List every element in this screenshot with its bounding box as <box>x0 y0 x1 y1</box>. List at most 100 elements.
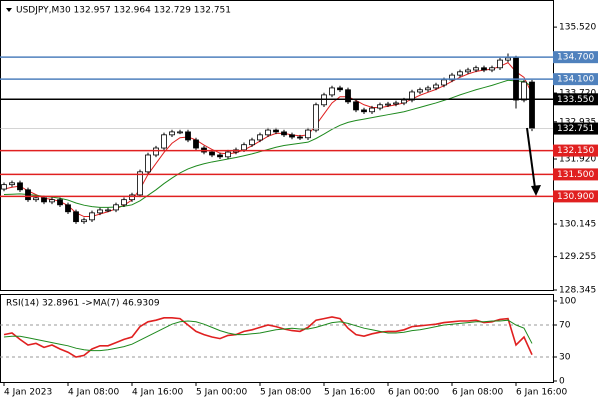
candle-body <box>33 197 39 201</box>
candle-body <box>105 209 111 212</box>
candle-body <box>9 182 15 186</box>
level-label: 131.500 <box>557 170 594 180</box>
candle-body <box>169 131 175 136</box>
rsi-header: RSI(14) 32.8961 ->MA(7) 46.9309 <box>6 299 160 309</box>
y-tick-label: 100 <box>559 297 576 307</box>
x-tick-label: 5 Jan 16:00 <box>324 388 376 398</box>
candle-body <box>217 154 223 158</box>
y-tick-label: 30 <box>559 353 571 363</box>
candle-body <box>497 59 503 69</box>
y-tick-label: 130.145 <box>559 220 596 230</box>
candle-body <box>481 67 487 71</box>
level-label-bg <box>553 51 598 64</box>
candle-body <box>209 151 215 156</box>
candle-body <box>289 134 295 138</box>
candle-body <box>489 67 495 71</box>
candle-body <box>401 99 407 104</box>
arrow-shaft <box>526 127 536 189</box>
level-label: 134.100 <box>557 75 594 85</box>
candle-body <box>473 67 479 71</box>
candle-body <box>73 211 79 223</box>
level-label-bg <box>553 73 598 86</box>
candle-body <box>377 104 383 109</box>
candle-body <box>41 197 47 203</box>
candle-body <box>89 212 95 221</box>
arrow-head <box>531 185 541 196</box>
level-label: 133.550 <box>557 95 594 105</box>
level-label: 130.900 <box>557 192 594 202</box>
candle-body <box>257 134 263 141</box>
candle-body <box>385 103 391 106</box>
candle-body <box>361 109 367 113</box>
level-label-bg <box>553 93 598 106</box>
level-label-bg <box>553 168 598 181</box>
candle-body <box>25 189 31 201</box>
x-tick-label: 5 Jan 00:00 <box>196 388 248 398</box>
level-label-bg <box>553 144 598 157</box>
candle-body <box>281 131 287 136</box>
x-tick-label: 6 Jan 00:00 <box>388 388 440 398</box>
annotation-arrow <box>526 127 541 196</box>
collapse-icon <box>6 8 12 12</box>
candle-body <box>129 194 135 201</box>
x-tick-label: 6 Jan 16:00 <box>516 388 568 398</box>
candle-body <box>65 204 71 213</box>
y-tick-label: 128.345 <box>559 286 596 296</box>
y-tick-label: 131.920 <box>559 155 596 165</box>
candle-body <box>57 199 63 206</box>
candle-body <box>145 154 151 173</box>
level-label-bg <box>553 190 598 203</box>
candle-body <box>521 81 527 101</box>
level-label: 134.700 <box>557 53 594 63</box>
candle-body <box>305 129 311 139</box>
x-tick-label: 4 Jan 08:00 <box>68 388 120 398</box>
candle-body <box>185 131 191 141</box>
candle-body <box>153 147 159 156</box>
y-tick-label: 135.520 <box>559 23 596 33</box>
candle-body <box>97 209 103 214</box>
candle-body <box>505 57 511 61</box>
rsi-line <box>3 319 533 352</box>
candle-body <box>273 129 279 133</box>
candle-body <box>137 171 143 196</box>
candle-body <box>313 104 319 131</box>
candle-body <box>353 101 359 111</box>
y-tick-label: 132.935 <box>559 117 596 127</box>
candle-body <box>265 129 271 136</box>
candle-body <box>465 69 471 73</box>
candle-body <box>17 182 23 191</box>
candle-body <box>417 89 423 93</box>
x-tick-label: 4 Jan 16:00 <box>132 388 184 398</box>
candle-body <box>425 87 431 91</box>
candle-body <box>1 184 7 190</box>
rsi-line <box>3 316 533 358</box>
candle-body <box>345 89 351 103</box>
rsi-panel <box>0 294 554 383</box>
candle-body <box>161 134 167 149</box>
candle-body <box>369 107 375 113</box>
price-header: USDJPY,M30 132.957 132.964 132.729 132.7… <box>16 6 231 16</box>
moving-average-line <box>3 79 533 208</box>
current-price-bg <box>553 122 598 135</box>
candle-body <box>193 139 199 149</box>
candle-body <box>297 136 303 139</box>
candle-body <box>81 219 87 223</box>
candle-body <box>241 144 247 151</box>
candle-body <box>121 199 127 206</box>
price-panel <box>0 0 554 291</box>
y-tick-label: 70 <box>559 321 571 331</box>
level-label: 132.150 <box>557 146 594 156</box>
candle-body <box>441 79 447 86</box>
x-tick-label: 5 Jan 08:00 <box>260 388 312 398</box>
candle-body <box>49 199 55 203</box>
candle-body <box>393 102 399 105</box>
candle-body <box>457 71 463 76</box>
candle-body <box>329 87 335 96</box>
candle-body <box>225 151 231 158</box>
y-tick-label: 129.255 <box>559 252 596 262</box>
y-tick-label: 0 <box>559 377 565 387</box>
candle-body <box>337 87 343 91</box>
candle-body <box>433 84 439 89</box>
candle-body <box>113 204 119 211</box>
